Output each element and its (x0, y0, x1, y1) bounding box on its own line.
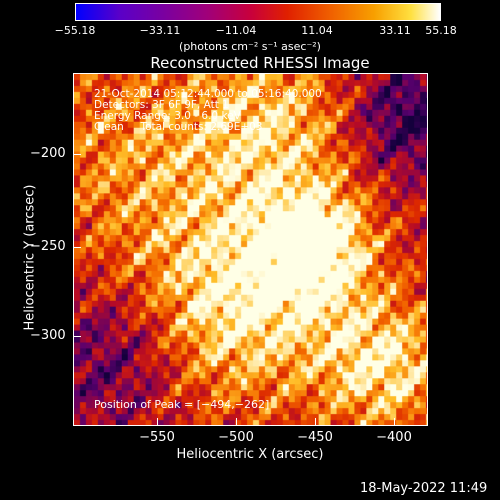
info-energy-range: Energy Range: 3.0 - 6.0 keV (94, 110, 241, 122)
y-axis-label: Heliocentric Y (arcsec) (22, 184, 38, 331)
colorbar-tick-label: −11.04 (215, 24, 257, 37)
x-axis-label: Heliocentric X (arcsec) (176, 447, 324, 462)
colorbar-tick-label: 33.11 (379, 24, 411, 37)
y-tick-mark (73, 247, 81, 248)
colorbar-tick-label: 11.04 (301, 24, 333, 37)
x-tick-label: −450 (297, 430, 333, 445)
y-tick-label: −250 (30, 239, 66, 254)
info-time-range: 21-Oct-2014 05:12:44.000 to 05:16:40.000 (94, 88, 322, 100)
y-tick-label: −200 (30, 146, 66, 161)
colorbar-tick-label: −55.18 (54, 24, 96, 37)
plot-title: Reconstructed RHESSI Image (150, 54, 370, 72)
peak-position-label: Position of Peak = [−494,−262] (94, 398, 270, 411)
x-tick-mark (236, 418, 237, 426)
timestamp: 18-May-2022 11:49 (360, 481, 488, 496)
info-detectors: Detectors: 3F 6F 9F, Att 1 (94, 99, 229, 111)
x-tick-mark (394, 418, 395, 426)
colorbar-tick-label: 55.18 (425, 24, 457, 37)
rhessi-image-heatmap (74, 74, 427, 425)
x-tick-label: −400 (376, 430, 412, 445)
x-tick-mark (315, 418, 316, 426)
x-tick-label: −550 (139, 430, 175, 445)
colorbar (75, 3, 441, 21)
y-tick-mark (73, 154, 81, 155)
y-tick-label: −300 (30, 328, 66, 343)
y-tick-mark (73, 336, 81, 337)
x-tick-mark (157, 418, 158, 426)
image-plot-area: 21-Oct-2014 05:12:44.000 to 05:16:40.000… (73, 73, 428, 426)
colorbar-tick-label: −33.11 (139, 24, 181, 37)
colorbar-units: (photons cm⁻² s⁻¹ asec⁻²) (179, 40, 321, 53)
info-clean-counts: Clean Total counts: 2.69E+03 (94, 121, 263, 133)
x-tick-label: −500 (218, 430, 254, 445)
